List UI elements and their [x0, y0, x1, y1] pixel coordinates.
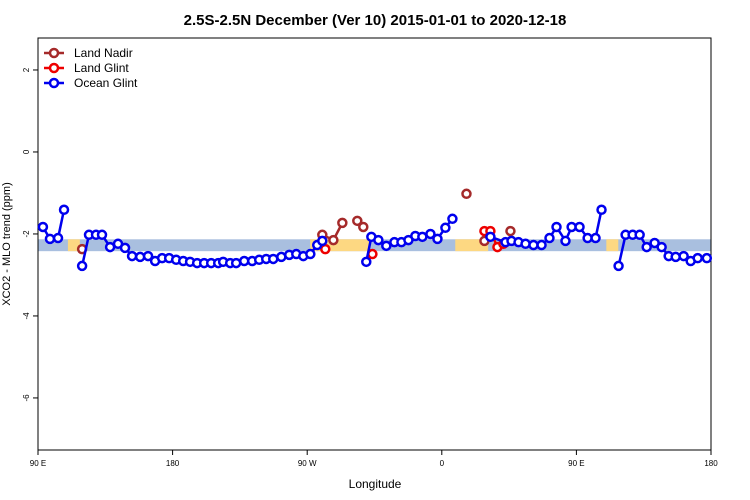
point	[544, 232, 555, 244]
point	[447, 213, 458, 225]
legend-label: Land Nadir	[74, 46, 133, 60]
land-band	[606, 239, 619, 252]
point	[560, 235, 571, 247]
point	[142, 250, 154, 262]
point	[317, 235, 328, 247]
point	[574, 221, 585, 233]
point	[37, 221, 49, 233]
legend-label: Land Glint	[74, 61, 129, 75]
point	[692, 252, 703, 264]
land-band	[310, 239, 371, 252]
point	[52, 232, 64, 244]
point	[701, 252, 713, 264]
point	[461, 188, 472, 200]
y-axis-label: XCO2 - MLO trend (ppm)	[1, 182, 13, 305]
point	[58, 204, 70, 216]
point	[505, 225, 516, 237]
point	[305, 248, 316, 260]
point	[634, 229, 645, 241]
legend-label: Ocean Glint	[74, 76, 138, 90]
land-band	[67, 239, 80, 252]
point	[590, 232, 601, 244]
point	[656, 241, 667, 253]
x-axis-label: Longitude	[349, 477, 402, 491]
point	[417, 231, 428, 243]
y-tick-label: 2	[22, 67, 31, 72]
point	[432, 233, 443, 245]
point	[596, 204, 607, 216]
point	[536, 239, 547, 251]
ocean-band	[38, 239, 711, 252]
point	[551, 221, 562, 233]
point	[678, 250, 689, 262]
y-tick-label: -2	[22, 230, 31, 238]
x-tick-label: 0	[440, 459, 445, 468]
y-tick-label: -4	[22, 312, 31, 320]
point	[76, 260, 88, 272]
point	[613, 260, 624, 272]
point	[358, 221, 369, 233]
point	[440, 222, 451, 234]
point	[96, 229, 108, 241]
plot-frame	[37, 37, 712, 451]
point	[230, 257, 242, 269]
x-tick-label: 180	[704, 459, 718, 468]
chart-title: 2.5S-2.5N December (Ver 10) 2015-01-01 t…	[184, 12, 567, 29]
point	[352, 215, 363, 227]
point	[373, 234, 384, 246]
legend-marker	[48, 77, 60, 89]
x-tick-label: 90 E	[30, 459, 46, 468]
point	[126, 250, 138, 262]
y-tick-label: 0	[22, 149, 31, 154]
point	[641, 241, 652, 253]
point	[485, 231, 496, 243]
point	[268, 253, 279, 265]
point	[528, 239, 539, 251]
point	[44, 233, 56, 245]
y-tick-label: -6	[22, 394, 31, 402]
point	[381, 240, 392, 252]
legend-marker	[48, 47, 60, 59]
point	[361, 256, 372, 268]
x-tick-label: 180	[166, 459, 180, 468]
point	[320, 243, 331, 255]
land-band	[455, 239, 489, 252]
point	[328, 234, 339, 246]
point	[425, 228, 436, 240]
x-tick-label: 90 E	[568, 459, 584, 468]
point	[520, 238, 531, 250]
x-tick-label: 90 W	[298, 459, 317, 468]
point	[119, 242, 131, 254]
point	[337, 217, 348, 229]
legend-marker	[48, 62, 60, 74]
